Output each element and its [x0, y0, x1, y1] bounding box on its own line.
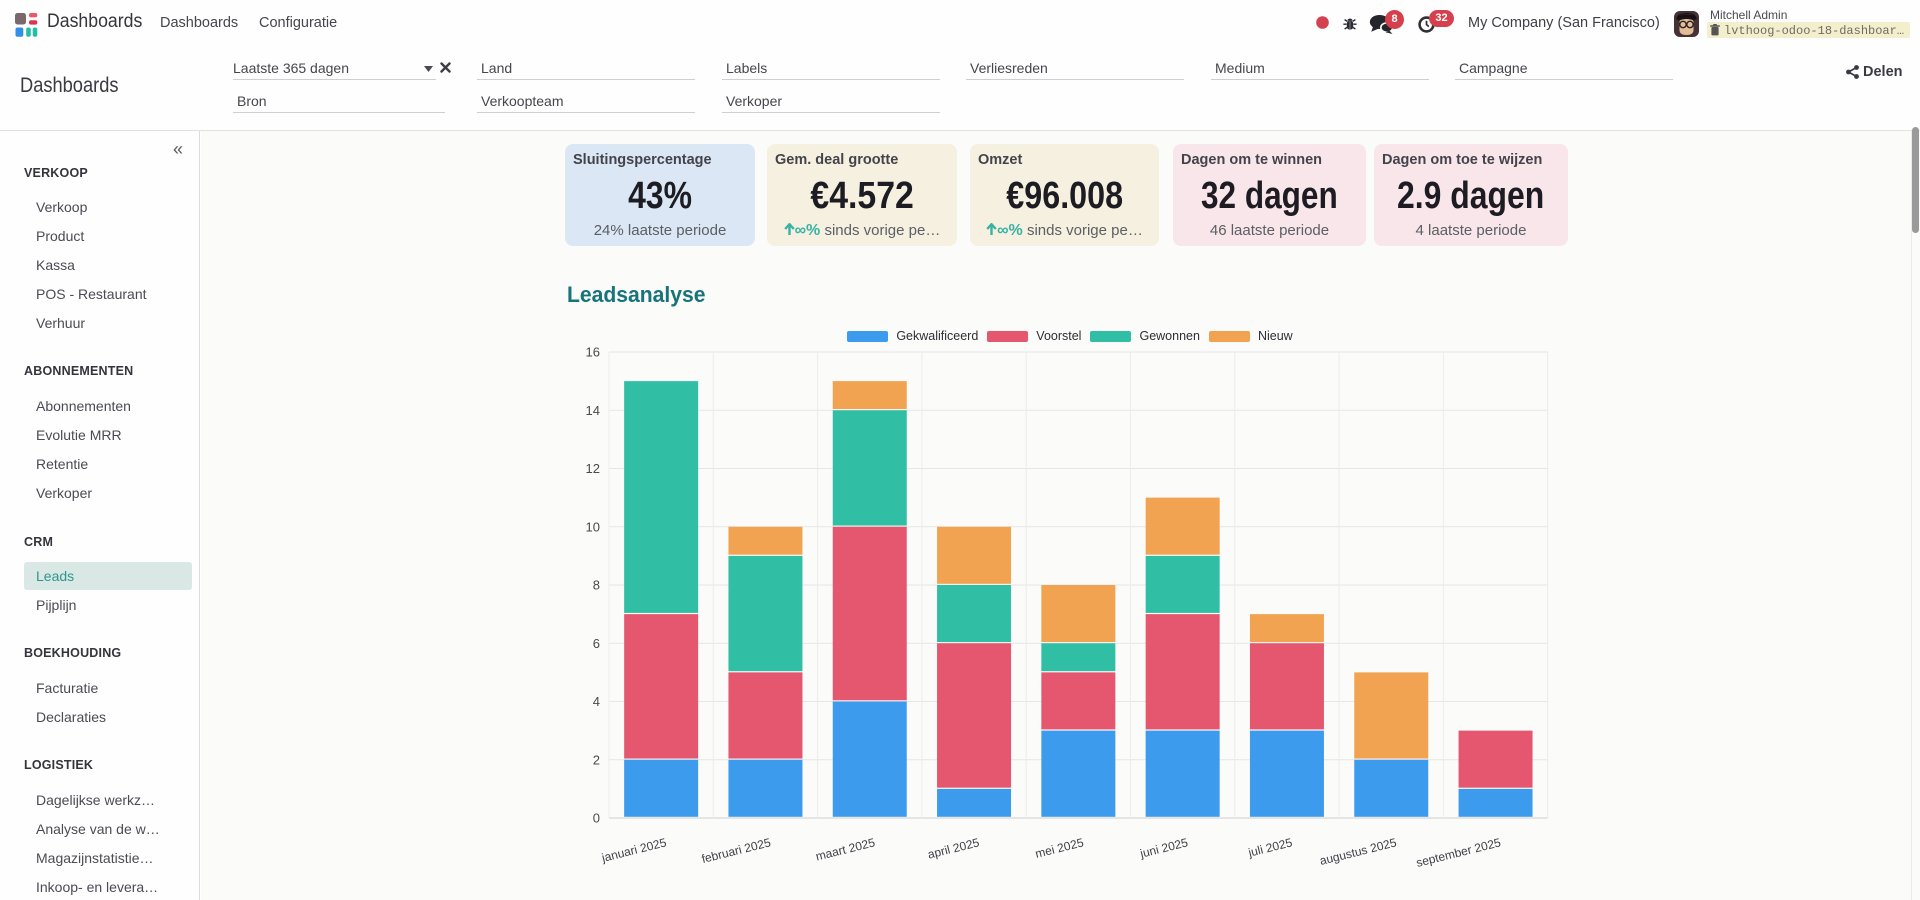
svg-text:februari 2025: februari 2025	[700, 835, 772, 866]
svg-text:juni 2025: juni 2025	[1138, 835, 1190, 861]
svg-text:14: 14	[586, 403, 600, 418]
svg-text:juli 2025: juli 2025	[1246, 835, 1294, 860]
svg-text:mei 2025: mei 2025	[1034, 835, 1086, 861]
svg-text:april 2025: april 2025	[926, 835, 981, 861]
svg-text:10: 10	[586, 519, 600, 534]
svg-text:6: 6	[593, 636, 600, 651]
svg-text:12: 12	[586, 461, 600, 476]
svg-text:januari 2025: januari 2025	[599, 835, 668, 865]
svg-text:2: 2	[593, 752, 600, 767]
svg-text:4: 4	[593, 694, 600, 709]
svg-text:0: 0	[593, 811, 600, 826]
svg-text:16: 16	[586, 345, 600, 360]
svg-text:maart 2025: maart 2025	[814, 835, 877, 863]
svg-text:september 2025: september 2025	[1415, 835, 1503, 870]
svg-text:8: 8	[593, 578, 600, 593]
svg-text:augustus 2025: augustus 2025	[1318, 835, 1398, 868]
